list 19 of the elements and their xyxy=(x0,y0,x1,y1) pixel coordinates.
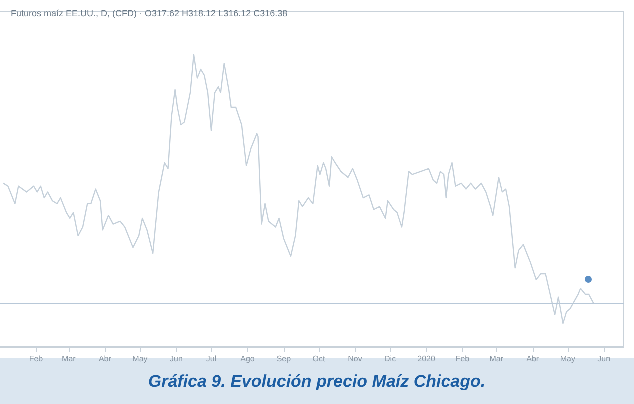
x-tick-label: Sep xyxy=(276,354,292,364)
text: Gráfica 9. Evolución precio Maíz Chicago. xyxy=(148,372,486,391)
x-tick-label: Nov xyxy=(348,354,362,364)
x-tick-label: May xyxy=(132,354,148,364)
x-tick-label: Mar xyxy=(62,354,76,364)
x-tick-label: Jul xyxy=(206,354,217,364)
x-tick-label: Dic xyxy=(384,354,396,364)
chart-subtitle: Futuros maíz EE.UU., D, (CFD) · O317.62 H318.12 L316.12 C316.38 xyxy=(11,8,288,18)
x-tick-label: Feb xyxy=(29,354,44,364)
x-tick-label: Ago xyxy=(240,354,256,364)
x-tick-label: Jun xyxy=(598,354,611,364)
x-tick-label: May xyxy=(560,354,576,364)
x-tick-label: Abr xyxy=(98,354,112,364)
x-tick-label: Feb xyxy=(456,354,470,364)
x-tick-label: Mar xyxy=(490,354,504,364)
x-tick-label: Oct xyxy=(312,354,326,364)
x-tick-label: Jun xyxy=(170,354,183,364)
x-tick-label: 2020 xyxy=(418,354,436,364)
x-tick-label: Abr xyxy=(526,354,540,364)
